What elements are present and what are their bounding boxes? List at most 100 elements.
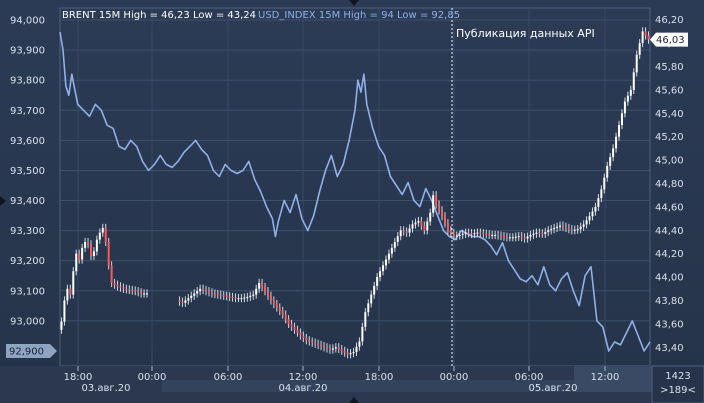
brent-candle-body: [576, 229, 579, 231]
brent-candle-body: [113, 282, 116, 285]
brent-candle-body: [278, 307, 281, 312]
brent-candle-body: [609, 157, 612, 166]
brent-candle-body: [423, 225, 426, 231]
brent-candle-body: [107, 241, 110, 266]
right-axis-tick-label: 43,40: [655, 343, 684, 354]
brent-candle-body: [355, 346, 358, 352]
brent-candle-body: [367, 303, 370, 313]
brent-candle-body: [514, 236, 517, 238]
brent-candle-body: [317, 343, 320, 345]
brent-candle-body: [491, 234, 494, 236]
brent-candle-body: [361, 326, 364, 342]
brent-candle-body: [538, 232, 541, 234]
brent-candle-body: [638, 43, 641, 55]
time-axis-label: 18:00: [365, 372, 394, 383]
brent-candle-body: [325, 347, 328, 349]
brent-candle-body: [635, 54, 638, 73]
brent-candle-body: [567, 227, 570, 230]
brent-candle-body: [488, 234, 491, 236]
date-label: 03.авг.20: [81, 383, 130, 394]
legend-brent: BRENT 15M High = 46,23 Low = 43,24: [62, 10, 256, 21]
brent-candle-body: [264, 287, 267, 292]
brent-candle-body: [529, 234, 532, 237]
brent-candle-body: [275, 303, 278, 308]
left-axis-tick-label: 93,300: [10, 226, 45, 237]
brent-candle-body: [340, 349, 343, 351]
brent-candle-body: [390, 247, 393, 254]
time-axis-label: 00:00: [440, 372, 469, 383]
brent-candle-body: [216, 294, 219, 296]
brent-candle-body: [314, 342, 317, 344]
brent-candle-body: [629, 89, 632, 96]
brent-candle-body: [564, 226, 567, 228]
brent-candle-body: [429, 212, 432, 222]
brent-candle-body: [95, 239, 98, 252]
time-axis-highlight: [574, 366, 652, 392]
brent-candle-body: [505, 236, 508, 238]
brent-candle-body: [146, 293, 149, 295]
time-axis-scroll-thumb[interactable]: [162, 380, 574, 392]
left-axis-tick-label: 94,000: [10, 16, 45, 27]
brent-candle-body: [541, 233, 544, 235]
brent-candle-body: [603, 177, 606, 190]
time-axis-label: 12:00: [289, 372, 318, 383]
brent-candle-body: [364, 312, 367, 327]
brent-candle-body: [116, 284, 119, 287]
scroll-left-arrow-icon[interactable]: [0, 196, 6, 206]
brent-candle-body: [92, 251, 95, 257]
brent-candle-body: [187, 298, 190, 301]
left-axis-tick-label: 93,500: [10, 166, 45, 177]
brent-candle-body: [382, 265, 385, 272]
brent-candle-body: [594, 206, 597, 212]
brent-candle-body: [526, 236, 529, 239]
brent-candle-body: [426, 221, 429, 231]
corner-info-box[interactable]: [651, 365, 704, 403]
brent-candle-body: [585, 220, 588, 225]
brent-candle-body: [237, 298, 240, 300]
brent-candle-body: [511, 237, 514, 239]
brent-candle-body: [443, 216, 446, 224]
brent-candle-body: [411, 224, 414, 229]
brent-candle-body: [544, 232, 547, 234]
brent-candle-body: [570, 229, 573, 231]
brent-candle-body: [414, 222, 417, 225]
brent-candle-body: [435, 195, 438, 205]
brent-candle-body: [399, 230, 402, 237]
scroll-down-arrow-icon[interactable]: [349, 397, 359, 403]
date-label: 04.авг.20: [278, 383, 327, 394]
right-axis-tick-label: 45,40: [655, 109, 684, 120]
brent-candle-body: [517, 236, 520, 238]
brent-candle-body: [446, 223, 449, 231]
brent-candle-body: [626, 95, 629, 102]
brent-candle-body: [561, 225, 564, 227]
brent-candle-body: [281, 311, 284, 315]
brent-candle-body: [455, 235, 458, 237]
right-axis-tick-label: 43,80: [655, 296, 684, 307]
brent-candle-body: [349, 353, 352, 355]
right-axis-tick-label: 43,60: [655, 319, 684, 330]
brent-candle-body: [240, 298, 243, 300]
brent-candle-body: [84, 241, 87, 248]
brent-candle-body: [384, 259, 387, 266]
brent-candle-body: [181, 301, 184, 303]
brent-candle-body: [193, 293, 196, 296]
brent-candle-body: [331, 348, 334, 350]
brent-candle-body: [213, 293, 216, 295]
brent-candle-body: [125, 288, 128, 290]
brent-candle-body: [449, 230, 452, 234]
brent-candle-body: [75, 253, 78, 272]
scroll-up-arrow-icon[interactable]: [349, 0, 359, 6]
brent-candle-body: [69, 288, 72, 295]
brent-candle-body: [243, 297, 246, 299]
brent-candle-body: [205, 289, 208, 292]
brent-candle-body: [234, 297, 237, 299]
brent-candle-body: [623, 101, 626, 114]
brent-candle-body: [258, 282, 261, 289]
brent-candle-body: [438, 204, 441, 211]
brent-candle-body: [293, 326, 296, 330]
date-label: 05.авг.20: [528, 383, 577, 394]
brent-candle-body: [553, 227, 556, 230]
brent-candle-body: [255, 288, 258, 295]
